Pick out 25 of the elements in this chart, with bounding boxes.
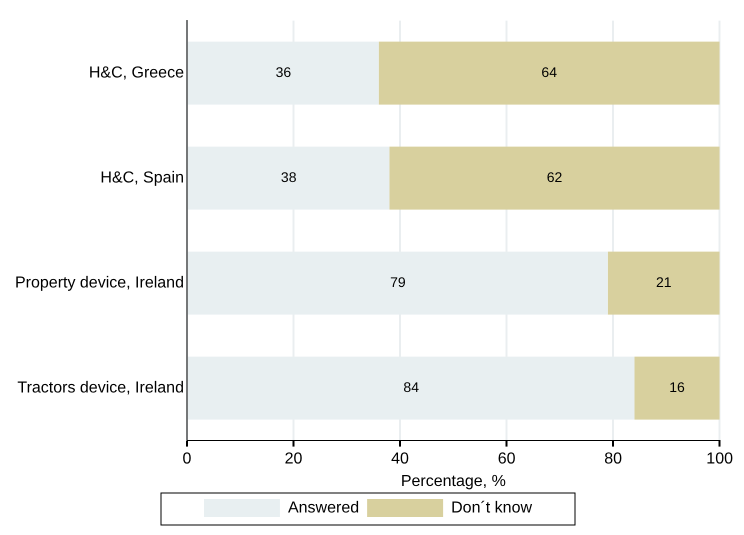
data-label: 36 xyxy=(276,64,292,80)
data-label: 21 xyxy=(656,274,672,290)
legend-label: Don´t know xyxy=(451,499,532,516)
data-label: 62 xyxy=(546,168,563,185)
bar xyxy=(634,356,720,420)
bar xyxy=(389,146,720,210)
x-tick-label: 100 xyxy=(706,450,734,468)
data-label: 64 xyxy=(541,64,558,80)
x-tick-label: 80 xyxy=(604,450,622,468)
x-axis-title: Percentage, % xyxy=(400,472,506,490)
x-tick-label: 40 xyxy=(391,450,410,468)
data-label: 38 xyxy=(280,168,297,185)
bar xyxy=(378,42,720,105)
y-tick-label: Property device, Ireland xyxy=(14,274,184,292)
bar xyxy=(608,252,720,315)
x-tick-label: 20 xyxy=(284,450,303,468)
x-tick-label: 0 xyxy=(182,450,192,468)
data-label: 16 xyxy=(669,378,686,395)
x-tick-label: 60 xyxy=(498,450,516,468)
data-label: 84 xyxy=(403,378,420,395)
data-label: 79 xyxy=(390,274,406,290)
legend-label: Answered xyxy=(288,499,360,516)
y-tick-label: H&C, Spain xyxy=(100,170,184,187)
y-tick-label: Tractors device, Ireland xyxy=(17,380,184,397)
y-tick-label: H&C, Greece xyxy=(88,64,184,82)
